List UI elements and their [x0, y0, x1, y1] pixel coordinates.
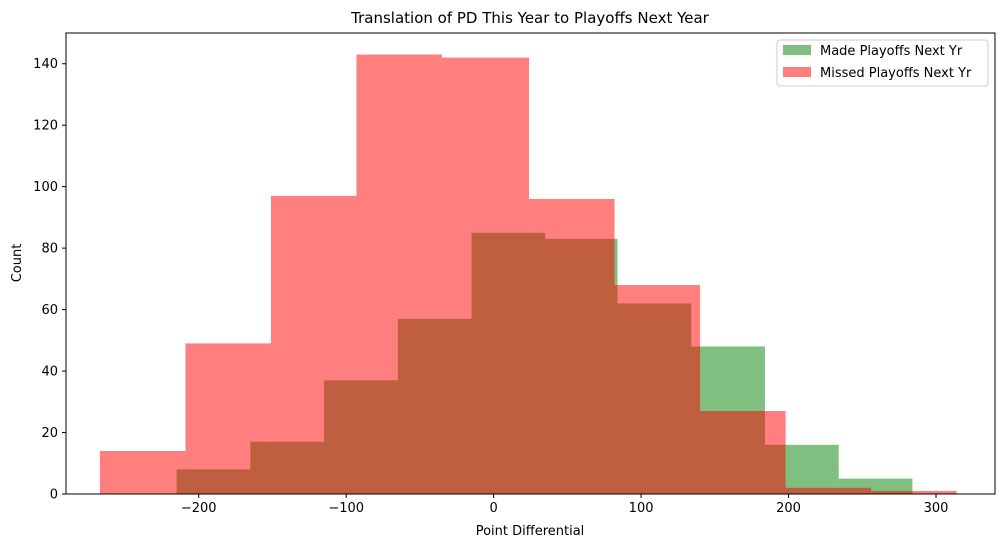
legend: Made Playoffs Next Yr Missed Playoffs Ne…: [776, 39, 989, 87]
bar-series-1-bin-6: [614, 285, 701, 494]
y-tick-label: 140: [33, 57, 58, 72]
bar-series-1-bin-4: [442, 57, 530, 494]
x-tick-label: −200: [181, 501, 217, 516]
x-axis: −200 −100 0 100 200 300: [181, 494, 949, 516]
plot-frame: [65, 32, 996, 495]
bars-layer: [99, 54, 957, 495]
y-tick-label: 80: [41, 242, 58, 257]
y-tick-label: 60: [41, 303, 58, 318]
legend-label-made-playoffs: Made Playoffs Next Yr: [820, 44, 963, 59]
bar-series-1-bin-7: [700, 411, 786, 494]
y-tick-label: 20: [41, 426, 58, 441]
y-axis-title: Count: [10, 244, 25, 283]
x-tick-label: 100: [629, 501, 654, 516]
y-axis: 0 20 40 60 80 100 120 140: [33, 57, 66, 503]
bar-series-1-bin-2: [270, 195, 357, 495]
series-1: [99, 54, 957, 495]
y-tick-label: 120: [33, 119, 58, 134]
legend-box: [776, 39, 989, 87]
y-tick-label: 100: [33, 180, 58, 195]
y-tick-label: 0: [50, 488, 58, 503]
legend-swatch-missed-playoffs: [783, 67, 811, 77]
x-tick-label: −100: [328, 501, 364, 516]
legend-label-missed-playoffs: Missed Playoffs Next Yr: [820, 66, 972, 81]
plot-area: [65, 32, 996, 495]
x-tick-label: 0: [489, 501, 497, 516]
bar-series-1-bin-0: [99, 450, 186, 494]
legend-swatch-made-playoffs: [783, 45, 811, 55]
bar-series-1-bin-5: [529, 198, 615, 494]
chart-title: Translation of PD This Year to Playoffs …: [350, 9, 710, 27]
x-tick-label: 300: [924, 501, 949, 516]
bar-series-1-bin-9: [871, 490, 957, 494]
bar-series-1-bin-3: [356, 54, 443, 494]
bar-series-1-bin-8: [785, 487, 872, 494]
y-tick-label: 40: [41, 365, 58, 380]
x-axis-title: Point Differential: [476, 524, 585, 539]
bar-series-1-bin-1: [185, 343, 271, 494]
x-tick-label: 200: [776, 501, 801, 516]
